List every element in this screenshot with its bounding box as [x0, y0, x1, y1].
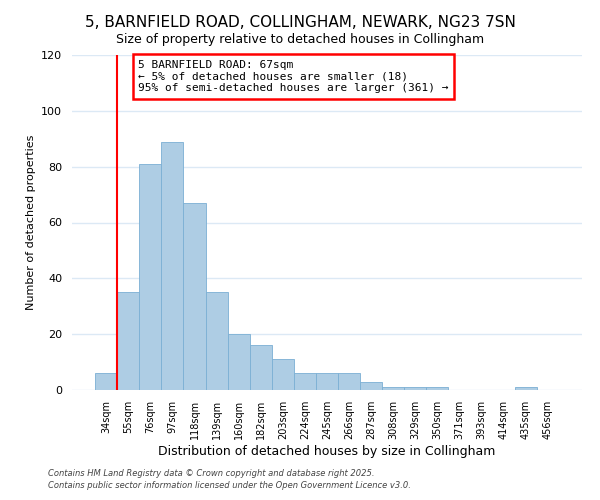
Bar [294, 373, 316, 390]
Bar [184, 203, 206, 390]
Bar [95, 373, 117, 390]
Bar [404, 387, 427, 390]
Bar [117, 292, 139, 390]
Bar [316, 373, 338, 390]
Bar [161, 142, 184, 390]
Bar [250, 346, 272, 390]
Bar [139, 164, 161, 390]
Text: 5 BARNFIELD ROAD: 67sqm
← 5% of detached houses are smaller (18)
95% of semi-det: 5 BARNFIELD ROAD: 67sqm ← 5% of detached… [139, 60, 449, 93]
Bar [360, 382, 382, 390]
Bar [227, 334, 250, 390]
Bar [515, 387, 537, 390]
Text: Contains HM Land Registry data © Crown copyright and database right 2025.
Contai: Contains HM Land Registry data © Crown c… [48, 468, 411, 489]
Text: 5, BARNFIELD ROAD, COLLINGHAM, NEWARK, NG23 7SN: 5, BARNFIELD ROAD, COLLINGHAM, NEWARK, N… [85, 15, 515, 30]
X-axis label: Distribution of detached houses by size in Collingham: Distribution of detached houses by size … [158, 444, 496, 458]
Bar [338, 373, 360, 390]
Bar [427, 387, 448, 390]
Bar [206, 292, 227, 390]
Y-axis label: Number of detached properties: Number of detached properties [26, 135, 35, 310]
Text: Size of property relative to detached houses in Collingham: Size of property relative to detached ho… [116, 32, 484, 46]
Bar [272, 360, 294, 390]
Bar [382, 387, 404, 390]
